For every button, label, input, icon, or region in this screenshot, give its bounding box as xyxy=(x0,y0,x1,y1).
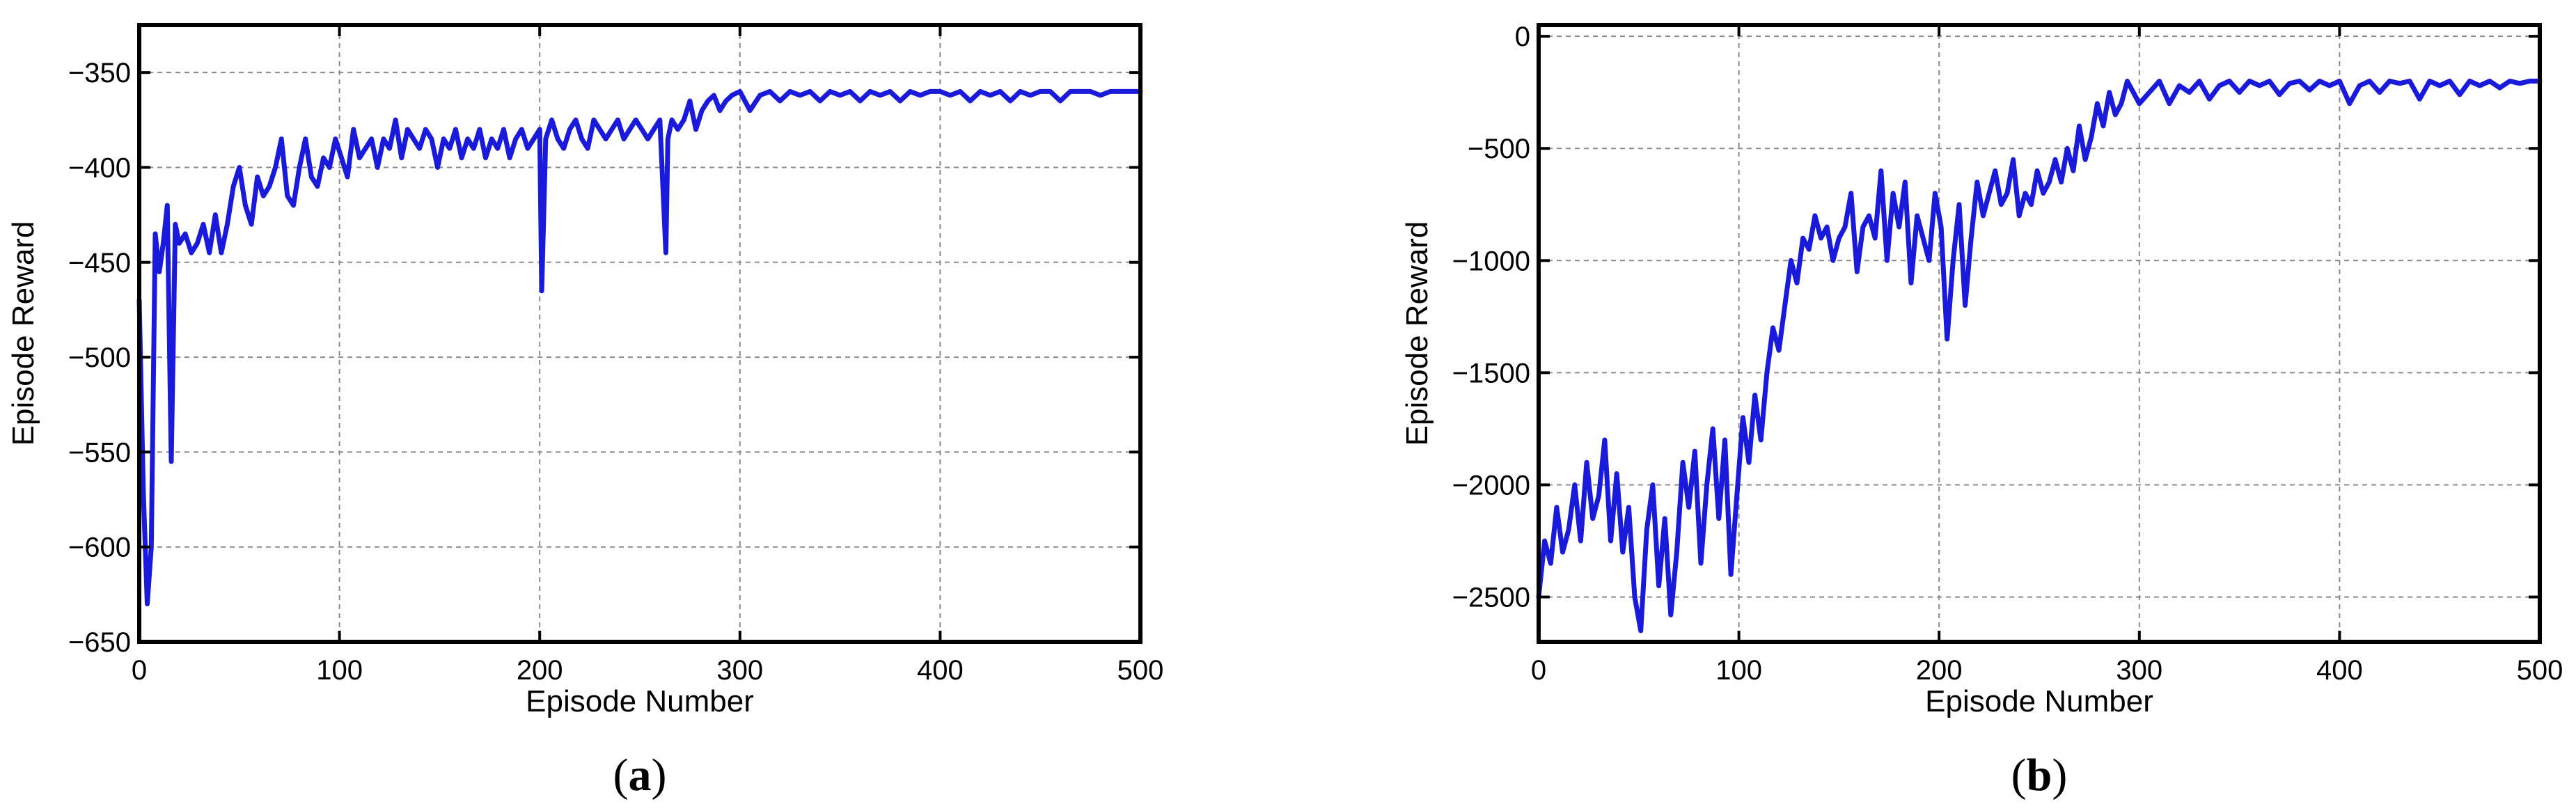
chart-a-y-tick-label: −500 xyxy=(68,342,131,373)
chart-a-series xyxy=(136,88,1143,606)
chart-a-y-axis-label: Episode Reward xyxy=(6,221,40,446)
chart-panel-b: 0 100 200 300 400 500 −2500 −2000 −1500 −1000 −500… xyxy=(1400,22,2563,801)
chart-b-caption-open: ( xyxy=(2011,750,2027,801)
chart-a-plot-area xyxy=(137,23,1142,644)
chart-a-x-tick-label: 300 xyxy=(716,655,763,686)
chart-a-caption-close: ) xyxy=(652,750,667,801)
chart-b-plot-area xyxy=(1537,23,2542,644)
chart-b-x-tick-label: 400 xyxy=(2316,655,2363,686)
chart-b-x-tick-label: 0 xyxy=(1531,655,1546,686)
chart-a-y-tick-label: −550 xyxy=(68,437,131,468)
chart-a-series-line-0 xyxy=(136,88,1143,606)
chart-b-x-tick-label: 500 xyxy=(2517,655,2563,686)
chart-a-y-tick-label: −450 xyxy=(68,248,131,278)
chart-a-x-axis-label: Episode Number xyxy=(526,684,754,718)
chart-a-x-tick-label: 400 xyxy=(917,655,964,686)
chart-b-y-tick-label: −1500 xyxy=(1452,358,1530,388)
chart-a-y-tick-label: −350 xyxy=(68,58,131,88)
chart-b-grid xyxy=(1539,25,2540,642)
chart-b-ticks: 0 100 200 300 400 500 −2500 −2000 −1500 −1000 −500… xyxy=(1452,22,2563,686)
chart-b-caption: (b) xyxy=(2011,750,2068,801)
chart-b-y-tick-label: 0 xyxy=(1515,22,1530,52)
chart-a-x-tick-label: 100 xyxy=(316,655,363,686)
chart-b-caption-letter: b xyxy=(2027,750,2052,801)
chart-a-ticks: 0 100 200 300 400 500 −650 −600 −550 −500 −450 −400… xyxy=(68,25,1163,686)
chart-b-y-tick-label: −500 xyxy=(1468,134,1530,164)
chart-a-y-tick-label: −400 xyxy=(68,152,131,183)
chart-panel-a: 0 100 200 300 400 500 −650 −600 −550 −500 −450 −400… xyxy=(6,23,1163,801)
chart-b-series xyxy=(1536,79,2543,633)
chart-a-y-tick-label: −650 xyxy=(68,627,131,658)
chart-a-x-tick-label: 500 xyxy=(1117,655,1164,686)
chart-a-x-tick-label: 200 xyxy=(517,655,563,686)
chart-b-x-tick-label: 100 xyxy=(1715,655,1762,686)
chart-b-caption-close: ) xyxy=(2052,750,2067,801)
chart-a-x-tick-label: 0 xyxy=(132,655,147,686)
chart-b-y-tick-label: −1000 xyxy=(1452,246,1530,276)
chart-b-x-axis-label: Episode Number xyxy=(1925,684,2153,718)
chart-b-y-tick-label: −2000 xyxy=(1452,470,1530,501)
chart-a-grid xyxy=(139,25,1140,642)
chart-b-y-tick-label: −2500 xyxy=(1452,583,1530,613)
chart-b-y-axis-label: Episode Reward xyxy=(1400,221,1434,446)
chart-b-x-tick-label: 300 xyxy=(2116,655,2162,686)
chart-a-caption: (a) xyxy=(613,750,667,801)
chart-b-x-tick-label: 200 xyxy=(1916,655,1963,686)
chart-a-y-tick-label: −600 xyxy=(68,533,131,563)
chart-b-series-line-0 xyxy=(1536,79,2543,633)
chart-a-caption-open: ( xyxy=(613,750,629,801)
chart-a-caption-letter: a xyxy=(629,750,652,801)
